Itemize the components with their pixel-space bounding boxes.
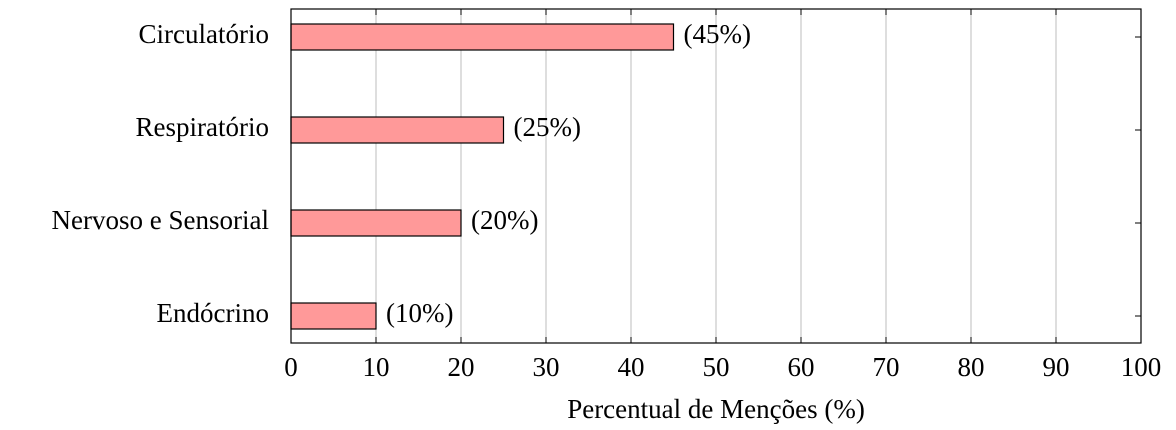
x-tick-label: 10 bbox=[363, 352, 390, 382]
plot-frame bbox=[290, 8, 1142, 344]
x-tick-label: 80 bbox=[958, 352, 985, 382]
y-tick-label: Nervoso e Sensorial bbox=[52, 205, 269, 235]
y-tick-label: Respiratório bbox=[136, 112, 269, 142]
x-axis-label: Percentual de Menções (%) bbox=[567, 394, 865, 424]
x-tick-label: 40 bbox=[618, 352, 645, 382]
value-label: (45%) bbox=[684, 19, 751, 49]
x-tick-label: 70 bbox=[873, 352, 900, 382]
bar bbox=[290, 116, 505, 144]
y-tick-label: Endócrino bbox=[157, 298, 269, 328]
bar bbox=[290, 302, 377, 330]
x-tick-label: 90 bbox=[1043, 352, 1070, 382]
bar bbox=[290, 209, 462, 237]
bar bbox=[290, 23, 675, 51]
x-tick-label: 100 bbox=[1121, 352, 1162, 382]
x-tick-label: 50 bbox=[703, 352, 730, 382]
y-tick-label: Circulatório bbox=[139, 19, 269, 49]
value-label: (25%) bbox=[514, 112, 581, 142]
x-tick-label: 30 bbox=[533, 352, 560, 382]
value-label: (10%) bbox=[386, 298, 453, 328]
x-tick-label: 20 bbox=[448, 352, 475, 382]
x-tick-label: 0 bbox=[284, 352, 298, 382]
value-label: (20%) bbox=[471, 205, 538, 235]
x-tick-label: 60 bbox=[788, 352, 815, 382]
